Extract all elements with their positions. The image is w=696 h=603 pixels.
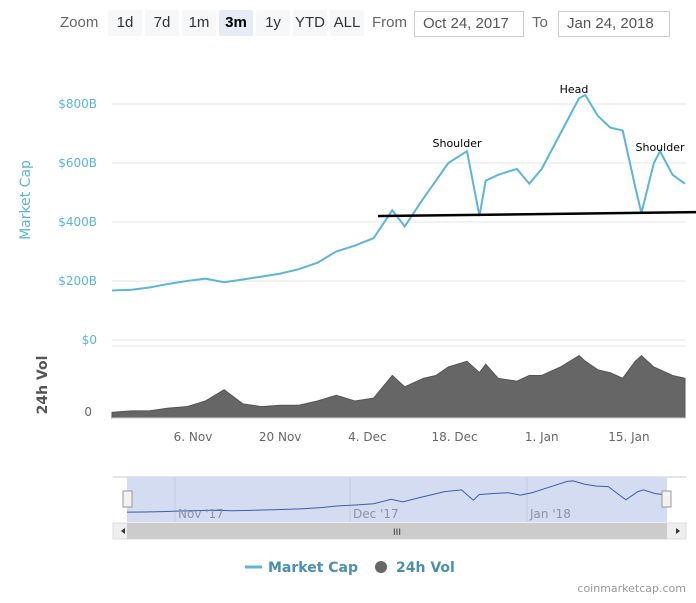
x-tick-label: 4. Dec <box>348 430 386 444</box>
navigator-label: Jan '18 <box>529 507 571 521</box>
zoom-1m-button[interactable]: 1m <box>182 10 216 36</box>
x-tick-label: 6. Nov <box>174 430 213 444</box>
credit-link[interactable]: coinmarketcap.com <box>577 582 686 595</box>
navigator-selection <box>127 477 667 522</box>
navigator-line <box>126 480 668 513</box>
scrollbar-grip-icon: III <box>393 528 401 538</box>
y-tick-label: $800B <box>58 97 97 111</box>
navigator-left-handle[interactable] <box>122 490 133 508</box>
x-tick-label: 1. Jan <box>525 430 559 444</box>
vol-tick-label: 0 <box>84 405 92 419</box>
scrollbar-thumb[interactable] <box>127 523 667 539</box>
annotation-right-shoulder: Shoulder <box>636 141 685 154</box>
y-tick-label: $600B <box>58 156 97 170</box>
y-tick-label: $0 <box>82 333 97 347</box>
y-tick-label: $400B <box>58 215 97 229</box>
x-tick-label: 18. Dec <box>431 430 477 444</box>
scroll-left-arrow-icon[interactable] <box>121 528 125 534</box>
annotation-left-shoulder: Shoulder <box>433 137 482 150</box>
navigator-right-handle[interactable] <box>661 490 672 508</box>
zoom-1d-button[interactable]: 1d <box>108 10 142 36</box>
neckline <box>377 210 696 218</box>
navigator-label: Nov '17 <box>178 507 224 521</box>
volume-area <box>111 354 686 419</box>
vol-axis-label: 24h Vol <box>35 356 51 415</box>
to-date-input[interactable]: Jan 24, 2018 <box>558 11 670 37</box>
zoom-label: Zoom <box>60 14 99 31</box>
zoom-1y-button[interactable]: 1y <box>256 10 290 36</box>
annotation-head: Head <box>560 83 589 96</box>
x-tick-label: 15. Jan <box>608 430 649 444</box>
zoom-ytd-button[interactable]: YTD <box>293 10 327 36</box>
from-label: From <box>372 14 407 31</box>
zoom-3m-button[interactable]: 3m <box>219 10 253 36</box>
zoom-7d-button[interactable]: 7d <box>145 10 179 36</box>
y-axis-label: Market Cap <box>18 160 34 240</box>
legend-24h-vol[interactable]: 24h Vol <box>396 560 455 576</box>
zoom-all-button[interactable]: ALL <box>330 10 364 36</box>
legend-market-cap[interactable]: Market Cap <box>268 560 358 576</box>
y-tick-label: $200B <box>58 274 97 288</box>
legend-vol-symbol <box>375 561 387 573</box>
x-tick-label: 20 Nov <box>259 430 302 444</box>
scroll-right-arrow-icon[interactable] <box>676 528 680 534</box>
market-cap-line <box>111 93 686 292</box>
from-date-input[interactable]: Oct 24, 2017 <box>414 11 524 37</box>
to-label: To <box>532 14 548 31</box>
navigator-label: Dec '17 <box>353 507 399 521</box>
